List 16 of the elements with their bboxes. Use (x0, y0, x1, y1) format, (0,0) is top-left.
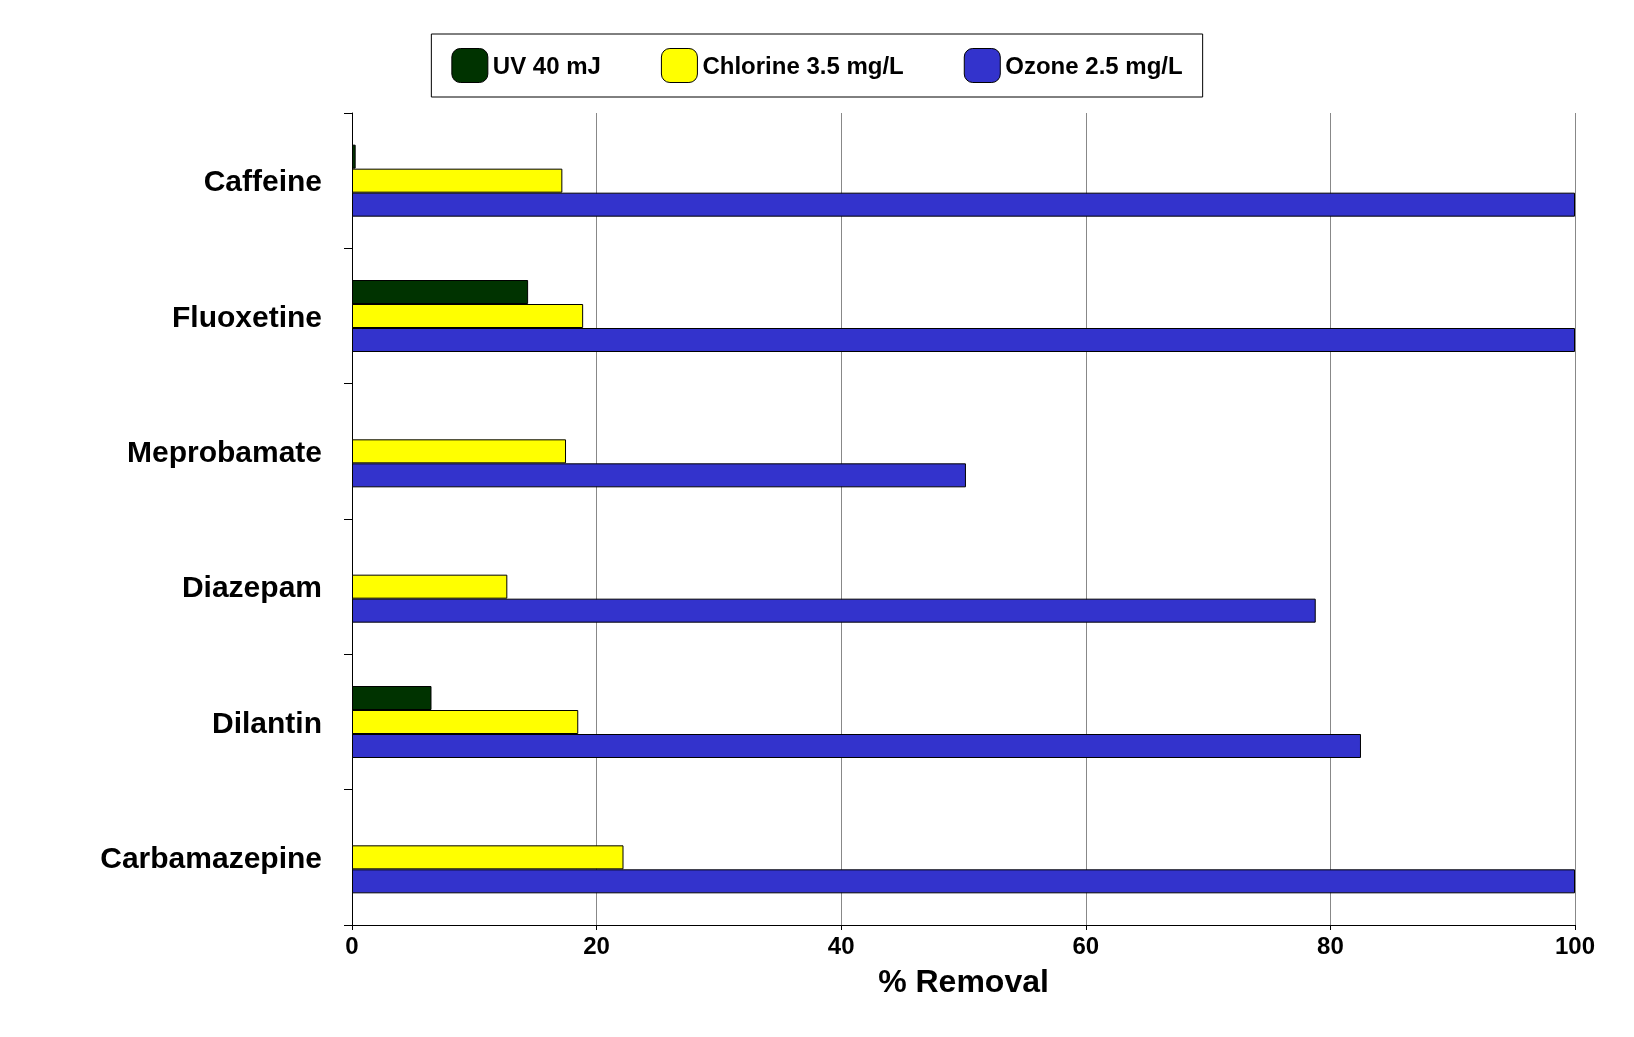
x-tick-label: 40 (827, 931, 855, 959)
x-tick-label: 100 (1554, 931, 1596, 959)
y-tick-label: Dilantin (212, 705, 322, 739)
y-tick-label: Fluoxetine (171, 299, 322, 333)
y-tick-label: Carbamazepine (100, 840, 322, 874)
x-tick-label: 80 (1317, 931, 1344, 959)
y-tick-label: Diazepam (181, 570, 322, 604)
y-tick-label: Caffeine (203, 164, 322, 198)
legend-label: UV 40 mJ (492, 52, 601, 79)
x-tick-label: 0 (345, 931, 359, 959)
x-tick-label: 20 (583, 931, 610, 959)
y-tick-label: Meprobamate (126, 434, 322, 468)
legend-label: Ozone 2.5 mg/L (1005, 52, 1183, 79)
legend-label: Chlorine 3.5 mg/L (702, 52, 904, 79)
x-tick-label: 60 (1072, 931, 1100, 959)
x-axis-title: % Removal (878, 963, 1049, 999)
